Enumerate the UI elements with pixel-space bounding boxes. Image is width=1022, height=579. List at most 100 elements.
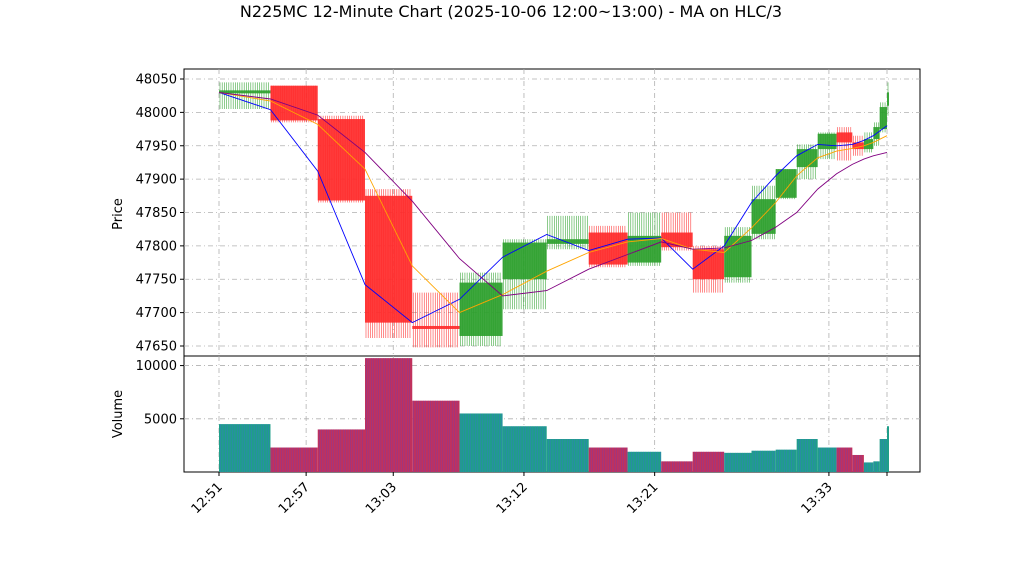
candle-body [887, 92, 889, 106]
volume-bar-fill [459, 413, 503, 472]
candle [270, 85, 318, 123]
volume-y-ticks: 5000 10000 [136, 359, 184, 427]
price-tick-label: 47800 [136, 239, 177, 254]
volume-bar [317, 429, 365, 472]
volume-bar-fill [775, 449, 797, 472]
volume-bar-fill [873, 461, 880, 472]
volume-bar [459, 413, 503, 472]
candle [412, 292, 460, 348]
volume-axis-label: Volume [111, 390, 126, 438]
candles [219, 82, 889, 348]
candle-body [692, 249, 725, 280]
volume-bars [219, 358, 889, 472]
price-tick-label: 48000 [136, 106, 177, 121]
candle [751, 185, 776, 240]
candle [364, 189, 413, 338]
candle-body [546, 239, 589, 244]
volume-tick-label: 5000 [144, 412, 177, 427]
candle-body [836, 132, 853, 143]
volume-bar [817, 447, 837, 472]
candle [836, 127, 853, 161]
candle [546, 215, 589, 250]
price-axis-label: Price [111, 198, 126, 230]
candle-body [317, 119, 365, 201]
volume-bar [879, 439, 887, 472]
candle-body [775, 169, 797, 198]
candle-body [796, 149, 818, 168]
candle-body [852, 142, 864, 150]
volume-bar [270, 447, 318, 472]
candle-body [219, 90, 271, 94]
x-tick-label: 13:03 [363, 480, 400, 517]
x-tick-label: 13:21 [624, 480, 661, 517]
candle [692, 245, 725, 293]
volume-panel: 5000 10000 Volume [111, 355, 921, 473]
candle [724, 227, 752, 283]
moving-average-line [218, 91, 888, 297]
candle-body [751, 199, 776, 234]
volume-bar [546, 439, 589, 472]
volume-bar [661, 461, 693, 472]
price-tick-label: 47750 [136, 273, 177, 288]
volume-bar-fill [317, 429, 365, 472]
moving-average-lines [218, 91, 888, 324]
volume-bar [852, 454, 864, 472]
x-tick-label: 13:33 [799, 480, 836, 517]
volume-bar [751, 450, 776, 472]
volume-bar-fill [588, 447, 628, 472]
price-tick-label: 48050 [136, 73, 177, 88]
volume-bar [627, 451, 662, 472]
volume-bar [873, 461, 880, 472]
moving-average-line [218, 91, 888, 314]
candle-body [817, 133, 837, 150]
volume-bar [863, 462, 874, 472]
price-tick-label: 47700 [136, 306, 177, 321]
candle-body [724, 235, 752, 278]
candle [502, 239, 547, 310]
x-ticks: 12:51 12:57 13:03 13:12 13:21 13:33 [189, 472, 888, 517]
volume-bar [219, 424, 271, 472]
candle [887, 82, 889, 116]
chart-title: N225MC 12-Minute Chart (2025-10-06 12:00… [240, 2, 782, 21]
volume-bar [692, 451, 725, 472]
candle-body [502, 242, 547, 280]
volume-bar [887, 426, 889, 472]
volume-bar-fill [627, 451, 662, 472]
volume-bar [364, 358, 413, 472]
volume-bar-fill [887, 426, 889, 472]
candle-body [412, 325, 460, 329]
price-panel: 47650 47700 47750 47800 47850 47900 47950 48000… [111, 68, 921, 357]
candle [459, 272, 503, 346]
volume-bar-fill [502, 426, 547, 472]
price-tick-label: 47650 [136, 339, 177, 354]
candle [317, 115, 365, 203]
candle-body [270, 85, 318, 121]
volume-bar [724, 452, 752, 472]
volume-bar [502, 426, 547, 472]
price-tick-label: 47850 [136, 206, 177, 221]
candle-body [879, 107, 887, 130]
volume-bar-fill [863, 462, 874, 472]
candle [588, 225, 628, 268]
candle [661, 212, 693, 251]
volume-bar [775, 449, 797, 472]
volume-bar [588, 447, 628, 472]
volume-bar-fill [852, 454, 864, 472]
volume-bar [796, 439, 818, 472]
candle [775, 169, 797, 200]
volume-bar-fill [796, 439, 818, 472]
x-tick-label: 12:57 [276, 480, 313, 517]
price-y-ticks: 47650 47700 47750 47800 47850 47900 47950 48000… [136, 73, 184, 354]
volume-bar [412, 400, 460, 472]
price-tick-label: 47950 [136, 139, 177, 154]
volume-bar-fill [412, 400, 460, 472]
moving-average-line [218, 91, 888, 324]
price-tick-label: 47900 [136, 173, 177, 188]
volume-bar-fill [270, 447, 318, 472]
x-tick-label: 12:51 [189, 480, 226, 517]
volume-bar-fill [364, 358, 413, 472]
volume-tick-label: 10000 [136, 359, 177, 374]
volume-bar [836, 447, 853, 472]
